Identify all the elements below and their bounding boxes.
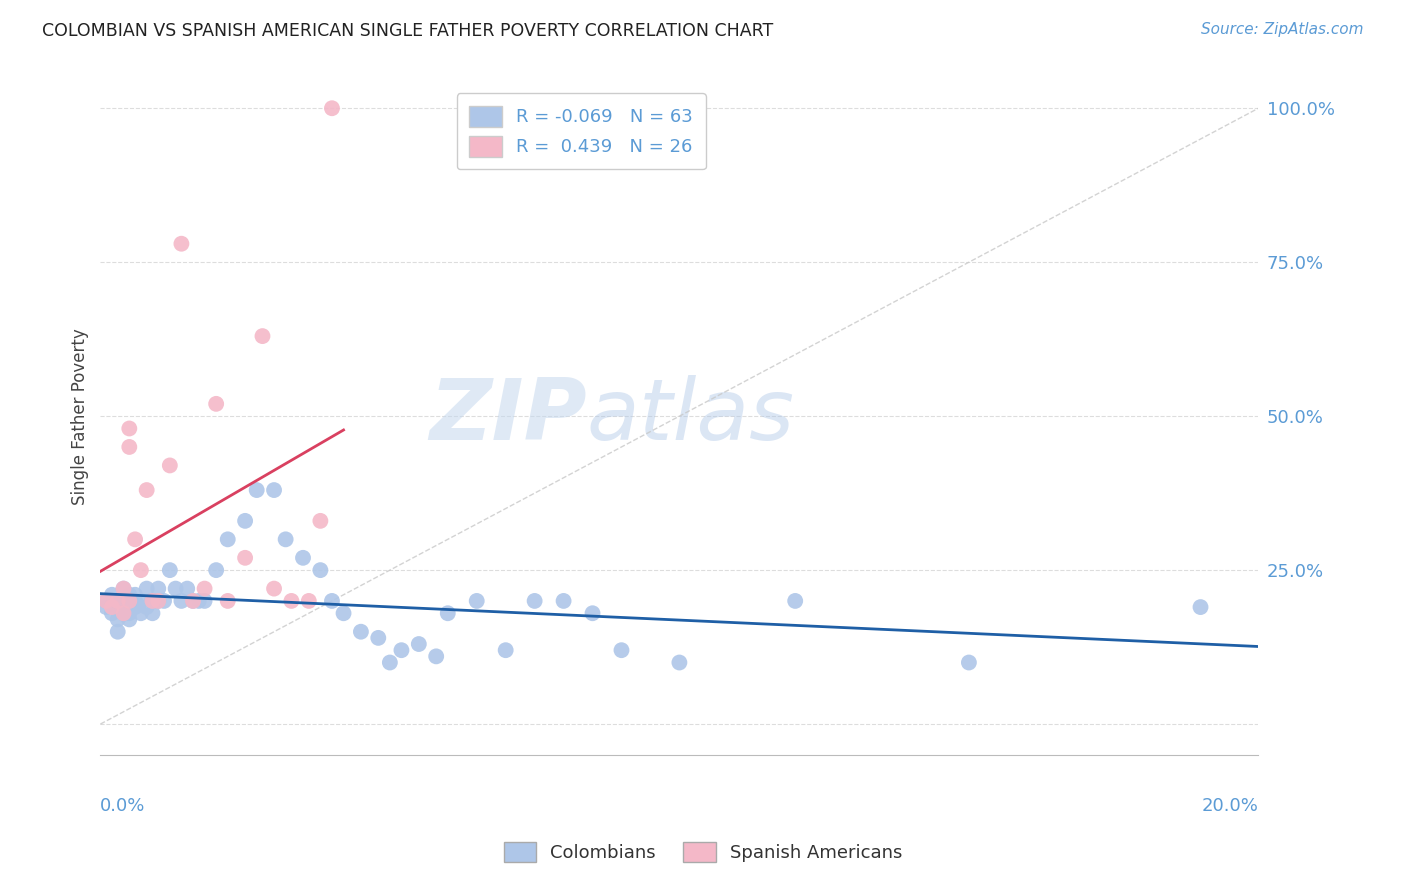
Point xyxy=(118,588,141,602)
Text: 0.0%: 0.0% xyxy=(100,797,146,814)
Point xyxy=(148,582,170,596)
Point xyxy=(309,514,332,528)
Point xyxy=(187,594,209,608)
Point xyxy=(112,594,135,608)
Point xyxy=(194,582,217,596)
Point xyxy=(129,563,152,577)
Point xyxy=(101,588,124,602)
Point xyxy=(129,606,152,620)
Point xyxy=(408,637,430,651)
Text: ZIP: ZIP xyxy=(429,375,586,458)
Point xyxy=(350,624,373,639)
Point xyxy=(465,594,488,608)
Point xyxy=(118,440,141,454)
Point xyxy=(523,594,546,608)
Point xyxy=(124,533,146,547)
Point xyxy=(107,600,129,615)
Y-axis label: Single Father Poverty: Single Father Poverty xyxy=(72,327,89,505)
Text: COLOMBIAN VS SPANISH AMERICAN SINGLE FATHER POVERTY CORRELATION CHART: COLOMBIAN VS SPANISH AMERICAN SINGLE FAT… xyxy=(42,22,773,40)
Point xyxy=(112,606,135,620)
Point xyxy=(94,594,117,608)
Point xyxy=(124,588,146,602)
Point xyxy=(252,329,274,343)
Text: Source: ZipAtlas.com: Source: ZipAtlas.com xyxy=(1201,22,1364,37)
Point xyxy=(298,594,321,608)
Text: 20.0%: 20.0% xyxy=(1202,797,1258,814)
Point xyxy=(165,582,187,596)
Point xyxy=(233,550,256,565)
Point xyxy=(124,594,146,608)
Point xyxy=(321,594,343,608)
Point xyxy=(112,582,135,596)
Point xyxy=(107,594,129,608)
Point xyxy=(159,563,181,577)
Point xyxy=(194,594,217,608)
Point xyxy=(181,594,204,608)
Point xyxy=(135,483,157,497)
Point xyxy=(153,594,176,608)
Point xyxy=(610,643,633,657)
Point xyxy=(118,594,141,608)
Point xyxy=(107,612,129,626)
Legend: R = -0.069   N = 63, R =  0.439   N = 26: R = -0.069 N = 63, R = 0.439 N = 26 xyxy=(457,94,706,169)
Point xyxy=(217,594,239,608)
Point xyxy=(170,594,193,608)
Point xyxy=(94,600,117,615)
Point xyxy=(112,594,135,608)
Point xyxy=(118,594,141,608)
Point xyxy=(292,550,315,565)
Point xyxy=(233,514,256,528)
Point xyxy=(124,600,146,615)
Point xyxy=(205,397,228,411)
Point xyxy=(425,649,447,664)
Point xyxy=(246,483,269,497)
Point xyxy=(668,656,690,670)
Point xyxy=(263,483,285,497)
Point xyxy=(274,533,297,547)
Point xyxy=(118,612,141,626)
Point xyxy=(141,606,163,620)
Point xyxy=(107,594,129,608)
Point xyxy=(148,594,170,608)
Point xyxy=(101,606,124,620)
Point xyxy=(135,582,157,596)
Point xyxy=(957,656,980,670)
Point xyxy=(321,101,343,115)
Point xyxy=(1189,600,1212,615)
Legend: Colombians, Spanish Americans: Colombians, Spanish Americans xyxy=(496,834,910,870)
Point xyxy=(495,643,517,657)
Point xyxy=(129,594,152,608)
Point xyxy=(148,594,170,608)
Point xyxy=(112,582,135,596)
Point xyxy=(176,582,198,596)
Point xyxy=(436,606,458,620)
Point xyxy=(181,594,204,608)
Point xyxy=(263,582,285,596)
Point xyxy=(581,606,603,620)
Point xyxy=(217,533,239,547)
Point xyxy=(118,421,141,435)
Point xyxy=(112,606,135,620)
Point xyxy=(785,594,807,608)
Point xyxy=(378,656,401,670)
Point xyxy=(332,606,354,620)
Point xyxy=(205,563,228,577)
Point xyxy=(141,594,163,608)
Point xyxy=(94,594,117,608)
Point xyxy=(170,236,193,251)
Text: atlas: atlas xyxy=(586,375,794,458)
Point xyxy=(135,600,157,615)
Point xyxy=(309,563,332,577)
Point xyxy=(141,594,163,608)
Point xyxy=(118,600,141,615)
Point xyxy=(553,594,575,608)
Point xyxy=(107,624,129,639)
Point xyxy=(367,631,389,645)
Point xyxy=(118,606,141,620)
Point xyxy=(159,458,181,473)
Point xyxy=(280,594,302,608)
Point xyxy=(391,643,413,657)
Point xyxy=(101,600,124,615)
